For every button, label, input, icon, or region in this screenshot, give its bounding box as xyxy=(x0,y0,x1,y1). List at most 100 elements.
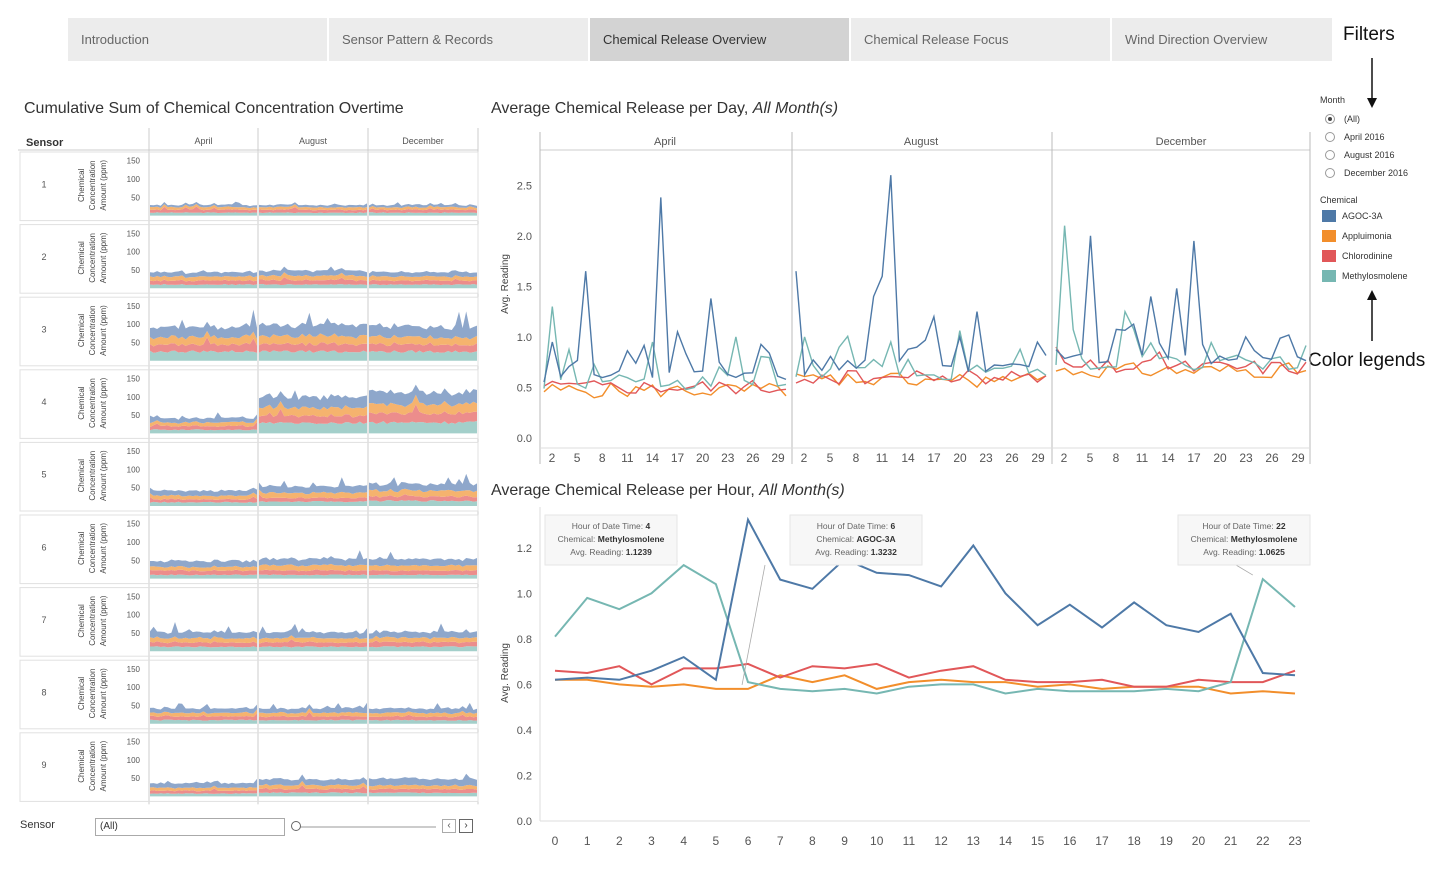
x-tick-label: 11 xyxy=(621,451,634,465)
area-band-agoc-3a xyxy=(369,773,477,787)
annotation-color-legends: Color legends xyxy=(1308,350,1426,371)
hourly-chart-title: Average Chemical Release per Hour, All M… xyxy=(491,482,845,499)
area-band-agoc-3a xyxy=(150,622,257,640)
sensor-label: 1 xyxy=(41,179,46,189)
legend-item-methylosmolene[interactable]: Methylosmolene xyxy=(1322,270,1408,282)
axis-label: Chemical xyxy=(77,314,86,348)
legend-swatch xyxy=(1322,210,1336,222)
area-band-appluimonia xyxy=(150,418,257,427)
y-tick-label: 150 xyxy=(127,229,141,238)
tooltip-value: 6 xyxy=(890,521,895,531)
axis-label: Concentration xyxy=(88,233,97,283)
y-tick-label: 50 xyxy=(131,774,140,783)
y-tick-label: 150 xyxy=(127,374,141,383)
series-line-chlorodinine xyxy=(554,662,1296,688)
area-band-chlorodinine xyxy=(150,337,257,353)
area-band-appluimonia xyxy=(150,565,257,572)
x-tick-label: 8 xyxy=(1113,451,1120,465)
x-tick-label: 18 xyxy=(1127,834,1141,848)
area-band-agoc-3a xyxy=(150,309,257,340)
area-band-appluimonia xyxy=(150,785,257,792)
legend-item-agoc-3a[interactable]: AGOC-3A xyxy=(1322,210,1383,222)
month-option-december[interactable]: December 2016 xyxy=(1325,168,1408,178)
area-band-methylosmolene xyxy=(369,719,477,724)
axis-label: Chemical xyxy=(77,749,86,783)
tab-wind-direction-overview[interactable]: Wind Direction Overview xyxy=(1112,18,1332,61)
y-tick-label: 0.4 xyxy=(517,725,532,737)
tooltip-row: Avg. Reading: 1.3232 xyxy=(815,547,897,557)
legend-item-chlorodinine[interactable]: Chlorodinine xyxy=(1322,250,1393,262)
area-band-chlorodinine xyxy=(150,788,257,794)
axis-label: Chemical xyxy=(77,241,86,275)
area-band-chlorodinine xyxy=(259,207,367,214)
sensor-filter-label: Sensor xyxy=(20,819,55,831)
area-band-appluimonia xyxy=(369,784,477,790)
area-band-agoc-3a xyxy=(150,412,257,424)
area-band-methylosmolene xyxy=(259,792,367,797)
area-band-agoc-3a xyxy=(150,559,257,568)
area-band-agoc-3a xyxy=(259,266,367,277)
area-band-chlorodinine xyxy=(150,496,257,503)
area-band-methylosmolene xyxy=(150,429,257,434)
sensor-row-frame xyxy=(19,659,479,730)
area-band-chlorodinine xyxy=(369,788,477,794)
x-tick-label: 11 xyxy=(876,451,889,465)
radio-icon[interactable] xyxy=(1325,150,1335,160)
area-band-methylosmolene xyxy=(259,719,367,724)
axis-label: Amount (ppm) xyxy=(99,668,108,719)
sensor-label: 8 xyxy=(41,688,46,698)
sensor-label: 3 xyxy=(41,325,46,335)
sensor-label: 9 xyxy=(41,760,46,770)
tab-chemical-release-focus[interactable]: Chemical Release Focus xyxy=(851,18,1110,61)
month-option-april[interactable]: April 2016 xyxy=(1325,132,1385,142)
slider-next-button[interactable]: › xyxy=(459,819,473,833)
x-tick-label: 14 xyxy=(646,451,660,465)
axis-label: Concentration xyxy=(88,523,97,573)
area-band-appluimonia xyxy=(259,204,367,211)
radio-icon[interactable] xyxy=(1325,132,1335,142)
axis-label: Chemical xyxy=(77,459,86,493)
area-band-chlorodinine xyxy=(369,569,477,576)
area-band-appluimonia xyxy=(259,333,367,346)
axis-label: Concentration xyxy=(88,451,97,501)
x-tick-label: 17 xyxy=(927,451,941,465)
area-band-chlorodinine xyxy=(150,569,257,576)
x-tick-label: 29 xyxy=(1291,451,1305,465)
tooltip-box xyxy=(1177,514,1311,566)
slider-prev-button[interactable]: ‹ xyxy=(442,819,456,833)
series-line-methylosmolene xyxy=(554,563,1296,695)
sensor-row-frame xyxy=(19,224,479,294)
series-line-methylosmolene xyxy=(543,306,787,391)
area-band-methylosmolene xyxy=(369,284,477,289)
axis-label: Amount (ppm) xyxy=(99,450,108,501)
tab-introduction[interactable]: Introduction xyxy=(68,18,327,61)
tab-chemical-release-overview[interactable]: Chemical Release Overview xyxy=(590,18,849,61)
tab-sensor-pattern[interactable]: Sensor Pattern & Records xyxy=(329,18,588,61)
area-band-methylosmolene xyxy=(369,574,477,579)
radio-icon[interactable] xyxy=(1325,168,1335,178)
x-tick-label: 5 xyxy=(574,451,581,465)
month-header: April xyxy=(194,136,212,146)
radio-icon[interactable] xyxy=(1325,114,1335,124)
sensor-slider-handle[interactable] xyxy=(291,821,301,831)
area-band-appluimonia xyxy=(369,205,477,211)
daily-chart-title: Average Chemical Release per Day, All Mo… xyxy=(491,100,839,117)
axis-label: Chemical xyxy=(77,604,86,638)
x-tick-label: 26 xyxy=(1005,451,1019,465)
axis-label: Concentration xyxy=(88,160,97,210)
area-band-appluimonia xyxy=(150,492,257,501)
legend-item-appluimonia[interactable]: Appluimonia xyxy=(1322,230,1392,242)
x-tick-label: 23 xyxy=(979,451,993,465)
sensor-row-header: Sensor xyxy=(26,137,64,149)
sensor-row-frame xyxy=(19,296,479,367)
month-option-all[interactable]: (All) xyxy=(1325,114,1360,124)
month-header: April xyxy=(654,136,676,148)
tooltip-label: Hour of Date Time: xyxy=(1202,521,1276,531)
sensor-slider-track[interactable] xyxy=(296,826,436,828)
sensor-filter-input[interactable]: (All) xyxy=(95,818,285,836)
area-band-agoc-3a xyxy=(369,202,477,209)
month-option-august[interactable]: August 2016 xyxy=(1325,150,1395,160)
area-band-agoc-3a xyxy=(150,778,257,789)
area-band-agoc-3a xyxy=(150,703,257,714)
x-tick-label: 0 xyxy=(552,834,559,848)
